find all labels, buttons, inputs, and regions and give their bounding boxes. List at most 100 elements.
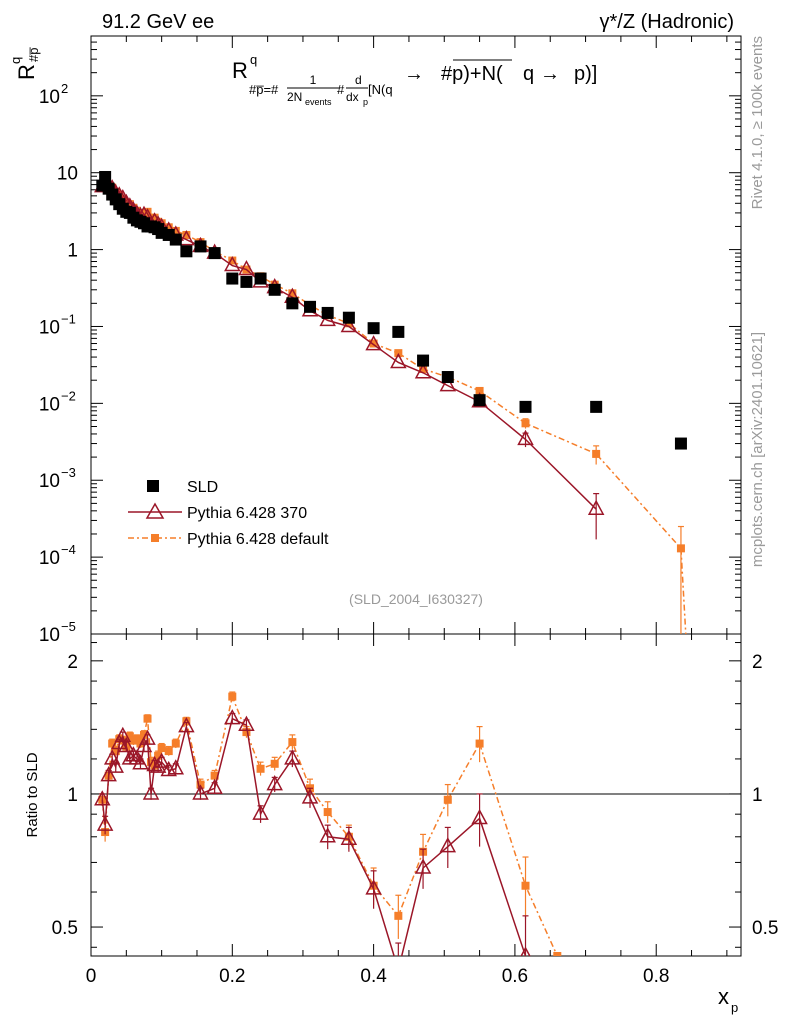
ratio-point-mc1	[107, 757, 124, 773]
ratio-point-mc1	[142, 784, 160, 800]
plot-formula: R q #p̅=# 1 2N events # d dx p [N(q → #p…	[232, 52, 597, 107]
ratio-y-tick-label-left: 2	[67, 652, 78, 673]
ratio-point-mc1	[153, 752, 170, 768]
main-point-mc1	[414, 363, 432, 379]
formula-d-num: d	[355, 73, 362, 87]
ratio-point-mc2	[182, 717, 191, 726]
ratio-point-mc2	[521, 881, 530, 890]
legend-marker-mc1	[145, 502, 165, 519]
main-point-mc2	[182, 230, 191, 239]
ratio-plot-frame	[90, 633, 742, 957]
ratio-point-mc1	[167, 759, 185, 775]
ratio-point-mc1	[238, 715, 255, 732]
x-title-main: x	[718, 984, 729, 1009]
formula-lead: R	[232, 58, 248, 83]
formula-sup: q	[250, 52, 257, 67]
main-y-tick-exponent: −4	[61, 542, 76, 557]
ratio-point-mc1	[206, 778, 223, 795]
ratio-point-mc2	[228, 692, 237, 701]
main-point-data	[169, 233, 182, 246]
main-point-mc2	[475, 386, 484, 395]
ratio-point-mc1	[139, 729, 156, 745]
main-point-data	[99, 170, 112, 183]
x-tick-label: 0.2	[219, 966, 245, 987]
ratio-point-mc2	[154, 751, 163, 760]
ratio-point-mc2	[256, 764, 265, 773]
formula-sub: #p̅=#	[249, 82, 279, 97]
main-point-mc2	[171, 226, 180, 235]
ratio-y-tick-label-left: 0.5	[52, 918, 78, 939]
legend-label-data: SLD	[187, 479, 218, 496]
main-point-data	[321, 306, 334, 319]
main-point-data	[208, 247, 221, 260]
formula-arrow2: →	[540, 63, 560, 85]
ratio-point-mc1	[135, 736, 153, 753]
ratio-axis-ticks: 0 0.2 0.4 0.6 0.8 0.5 0.5 1 1 2 2	[52, 634, 778, 987]
main-point-mc2	[686, 707, 694, 715]
ratio-point-mc1	[365, 879, 382, 895]
ratio-point-mc2	[288, 738, 297, 747]
legend: SLD Pythia 6.428 370 Pythia 6.428 defaul…	[128, 479, 329, 548]
main-point-mc1	[340, 316, 358, 333]
y-title-sub: #p̅	[26, 47, 41, 62]
ratio-point-mc1	[340, 829, 358, 845]
ratio-point-mc1	[439, 837, 457, 853]
ratio-point-mc2	[111, 747, 120, 756]
main-y-tick-exponent: 2	[61, 81, 68, 96]
x-tick-label: 0.4	[360, 966, 387, 987]
ratio-point-mc2	[443, 795, 452, 804]
legend-label-mc2: Pythia 6.428 default	[187, 531, 329, 548]
ratio-point-mc1	[178, 717, 195, 733]
formula-tail: [N(q	[368, 82, 393, 97]
ratio-point-mc2	[553, 952, 562, 956]
ratio-point-mc1	[319, 827, 336, 843]
formula-d-den: dx	[346, 90, 359, 104]
main-series-layer	[94, 170, 694, 715]
ratio-point-mc1	[192, 784, 209, 800]
formula-q2: q	[523, 63, 534, 85]
main-point-data	[304, 300, 317, 313]
formula-arrow1: →	[404, 63, 424, 85]
main-point-mc1	[517, 429, 534, 446]
main-point-data	[367, 322, 380, 335]
x-tick-label: 0	[86, 966, 97, 987]
main-point-data	[441, 371, 454, 384]
main-point-data	[240, 275, 253, 288]
main-point-mc2	[150, 213, 159, 222]
main-point-mc2	[143, 207, 152, 216]
ratio-point-mc1	[103, 749, 121, 765]
y-title-main: R	[14, 64, 39, 80]
ratio-point-mc1	[224, 709, 241, 725]
x-tick-label: 0.6	[502, 966, 528, 987]
main-point-mc1	[390, 352, 407, 369]
main-point-mc2	[592, 449, 601, 458]
main-point-mc2	[419, 364, 428, 373]
main-point-data	[417, 354, 430, 367]
ratio-point-mc1	[132, 754, 149, 770]
ratio-point-mc1	[391, 962, 405, 975]
x-tick-label: 0.8	[643, 966, 669, 987]
main-point-mc1	[178, 229, 195, 246]
formula-hash2: #	[337, 82, 345, 97]
analysis-tag: (SLD_2004_I630327)	[349, 591, 483, 607]
x-title-sub: p	[731, 1000, 738, 1015]
main-point-data	[226, 272, 239, 285]
main-point-data	[286, 297, 299, 310]
ratio-line-mc2	[101, 694, 558, 956]
ratio-point-mc1	[96, 815, 114, 831]
main-point-data	[268, 283, 281, 296]
ratio-point-mc1	[266, 774, 283, 791]
ratio-point-mc2	[475, 739, 484, 748]
header-left: 91.2 GeV ee	[102, 11, 214, 33]
ratio-point-mc2	[242, 728, 251, 737]
main-point-data	[342, 311, 355, 324]
main-point-mc1	[439, 376, 457, 392]
main-y-tick-exponent: −2	[61, 388, 76, 403]
ratio-point-mc1	[252, 804, 269, 820]
main-y-tick-label: 10	[39, 625, 60, 646]
ratio-point-mc1	[94, 790, 111, 806]
header-right: γ*/Z (Hadronic)	[600, 11, 734, 33]
main-point-mc2	[521, 419, 530, 428]
ratio-point-mc2	[394, 911, 403, 920]
